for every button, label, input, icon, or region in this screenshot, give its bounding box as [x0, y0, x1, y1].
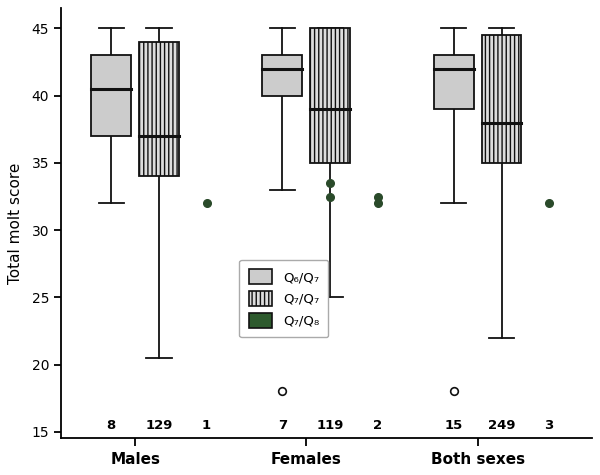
Text: 8: 8	[107, 419, 116, 432]
Text: 7: 7	[278, 419, 287, 432]
Text: 15: 15	[445, 419, 463, 432]
Legend: Q₆/Q₇, Q₇/Q₇, Q₇/Q₈: Q₆/Q₇, Q₇/Q₇, Q₇/Q₈	[239, 260, 328, 337]
Bar	[310, 28, 350, 163]
Text: 3: 3	[544, 419, 554, 432]
Bar	[139, 42, 179, 176]
Text: 249: 249	[488, 419, 515, 432]
Text: 2: 2	[373, 419, 382, 432]
Text: 1: 1	[202, 419, 211, 432]
Bar	[434, 56, 473, 109]
Bar	[482, 35, 521, 163]
Bar	[262, 56, 302, 95]
Y-axis label: Total molt score: Total molt score	[8, 163, 23, 284]
Text: 129: 129	[146, 419, 173, 432]
Bar	[91, 56, 131, 136]
Text: 119: 119	[317, 419, 344, 432]
